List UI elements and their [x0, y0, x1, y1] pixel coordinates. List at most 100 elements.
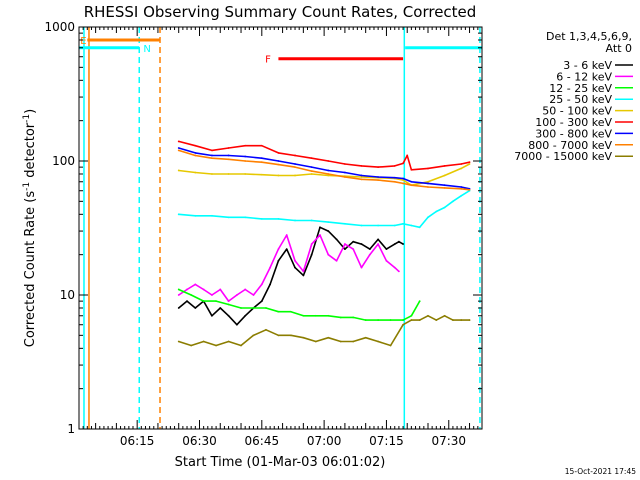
- data-point: [427, 167, 429, 170]
- data-point: [443, 186, 446, 189]
- data-point: [294, 259, 296, 262]
- chart-title: RHESSI Observing Summary Count Rates, Co…: [84, 3, 477, 21]
- legend-label: 3 - 6 keV: [563, 59, 612, 72]
- data-point: [360, 224, 363, 227]
- series-1: [177, 234, 400, 303]
- data-point: [460, 194, 463, 197]
- data-point: [211, 149, 213, 152]
- legend-entry-3: 25 - 50 keV: [549, 93, 633, 106]
- data-point: [235, 323, 238, 326]
- legend-entry-4: 50 - 100 keV: [542, 105, 633, 118]
- data-point: [277, 174, 280, 177]
- data-point: [202, 288, 205, 291]
- data-point: [360, 164, 363, 167]
- data-point: [219, 288, 222, 291]
- data-point: [277, 334, 280, 337]
- data-point: [364, 336, 367, 339]
- series-5: [177, 140, 471, 171]
- data-point: [211, 157, 213, 160]
- data-point: [427, 180, 429, 183]
- data-point: [460, 187, 463, 190]
- data-point: [252, 294, 255, 296]
- timestamp: 15-Oct-2021 17:45: [565, 467, 636, 476]
- data-point: [352, 316, 355, 319]
- data-point: [327, 253, 330, 256]
- series-line-6: [178, 147, 470, 190]
- data-point: [377, 166, 380, 169]
- data-point: [410, 180, 413, 183]
- data-point: [244, 314, 247, 317]
- data-point: [244, 155, 247, 158]
- data-point: [327, 230, 330, 232]
- data-point: [327, 173, 330, 175]
- data-point: [302, 336, 305, 339]
- data-point: [327, 169, 330, 172]
- data-point: [260, 283, 263, 286]
- data-point: [211, 214, 213, 217]
- data-point: [360, 176, 363, 178]
- data-point: [260, 144, 263, 147]
- data-point: [343, 243, 346, 245]
- data-point: [269, 283, 272, 286]
- plot-frame: [78, 26, 483, 430]
- data-point: [377, 179, 380, 182]
- data-point: [190, 294, 193, 296]
- data-point: [327, 160, 330, 162]
- data-point: [402, 179, 404, 182]
- data-point: [277, 259, 280, 262]
- data-point: [186, 300, 188, 303]
- data-point: [443, 164, 446, 167]
- data-point: [227, 216, 230, 219]
- legend-label: 100 - 300 keV: [535, 116, 612, 129]
- series-line-1: [178, 234, 400, 302]
- data-point: [277, 160, 280, 162]
- series-6: [177, 147, 471, 190]
- legend-label: 300 - 800 keV: [535, 127, 612, 140]
- data-point: [244, 173, 247, 175]
- data-point: [327, 174, 330, 177]
- series-8: [177, 314, 471, 347]
- x-tick-label: 07:30: [431, 434, 466, 448]
- data-point: [202, 300, 205, 303]
- data-point: [186, 288, 188, 291]
- data-point: [289, 334, 292, 337]
- data-point: [468, 161, 471, 164]
- data-point: [360, 174, 363, 177]
- flag-label-f: F: [265, 55, 271, 66]
- data-point: [244, 216, 247, 219]
- legend-label: 50 - 100 keV: [542, 105, 612, 118]
- data-point: [343, 171, 346, 174]
- legend-label: 6 - 12 keV: [556, 70, 612, 83]
- data-point: [402, 319, 404, 321]
- data-point: [211, 154, 213, 157]
- data-point: [294, 166, 296, 169]
- data-point: [177, 169, 180, 172]
- data-point: [310, 166, 313, 169]
- data-point: [327, 314, 330, 317]
- data-point: [402, 323, 404, 326]
- data-point: [252, 334, 255, 337]
- data-point: [244, 144, 247, 147]
- data-point: [352, 248, 355, 251]
- data-point: [393, 266, 396, 269]
- data-point: [427, 216, 429, 219]
- data-point: [427, 186, 429, 188]
- legend-entry-6: 300 - 800 keV: [535, 127, 633, 140]
- data-point: [244, 288, 247, 291]
- data-point: [402, 177, 404, 180]
- data-point: [235, 294, 238, 296]
- data-point: [219, 307, 222, 309]
- data-point: [194, 144, 197, 147]
- legend-label: 12 - 25 keV: [549, 82, 612, 95]
- data-point: [339, 340, 342, 343]
- x-tick-label: 07:00: [307, 434, 342, 448]
- data-point: [302, 270, 305, 273]
- data-point: [343, 176, 346, 178]
- data-point: [277, 163, 280, 166]
- data-point: [393, 180, 396, 183]
- data-point: [260, 161, 263, 164]
- data-point: [468, 188, 471, 191]
- data-point: [339, 316, 342, 319]
- series-7: [177, 149, 471, 191]
- legend-entry-1: 6 - 12 keV: [556, 70, 633, 83]
